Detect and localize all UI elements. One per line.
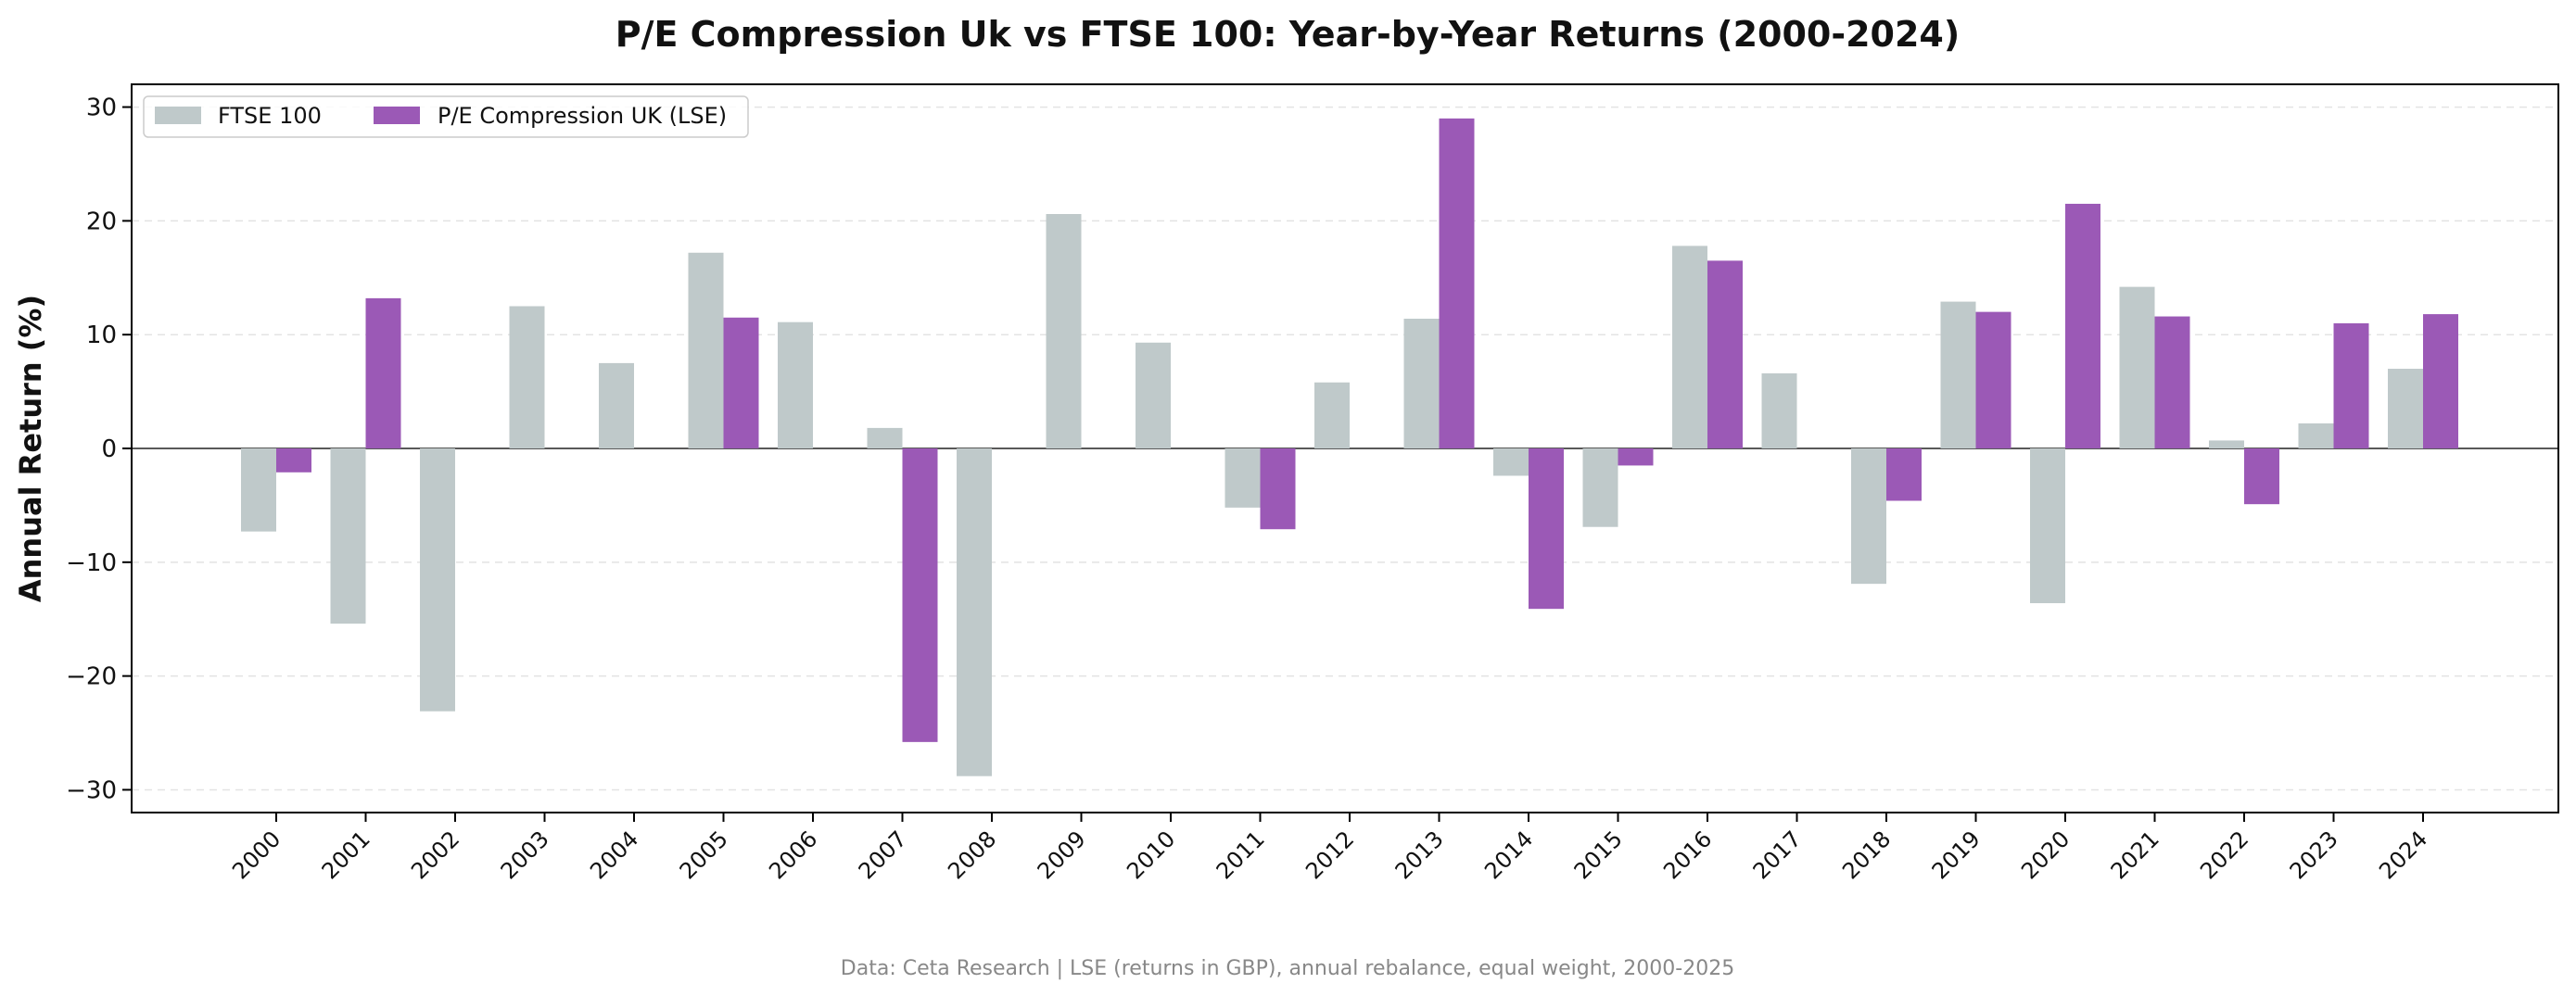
bar [1136,342,1171,448]
x-tick-label: 2021 [2106,826,2164,884]
bar [2423,314,2458,448]
bar [330,448,366,624]
bar [1618,448,1654,466]
x-tick-label: 2022 [2195,826,2253,884]
bar [867,427,903,448]
footnote: Data: Ceta Research | LSE (returns in GB… [841,957,1734,980]
x-tick-label: 2023 [2285,826,2343,884]
y-axis: −30 −20 −10 0 10 20 30 [66,95,132,804]
x-tick-label: 2014 [1479,826,1538,884]
x-tick-label: 2010 [1122,826,1180,884]
bar [2209,440,2244,448]
legend-box [143,95,749,138]
bar [1529,448,1564,610]
y-tick-label: −20 [66,663,117,691]
x-tick-label: 2015 [1569,826,1628,884]
x-tick-label: 2009 [1033,826,1091,884]
bar [2030,448,2065,604]
bar [688,252,724,448]
bar [2388,369,2423,448]
bar [902,448,938,742]
bar [2298,422,2334,448]
y-tick-label: −10 [66,549,117,577]
y-tick-label: −30 [66,776,117,804]
bar [1851,448,1886,585]
legend: FTSE 100 P/E Compression UK (LSE) [143,95,749,138]
bar [778,321,813,448]
x-tick-label: 2017 [1748,826,1807,884]
legend-swatch [374,107,420,124]
legend-label: P/E Compression UK (LSE) [438,103,727,129]
y-tick-label: 0 [101,435,117,463]
bar [1582,448,1618,527]
x-tick-label: 2020 [2016,826,2075,884]
bar [1940,301,1976,448]
bar [1672,246,1707,448]
x-tick-label: 2004 [585,826,643,884]
x-tick-label: 2005 [675,826,733,884]
bar [957,448,992,776]
bar [276,448,311,473]
x-tick-label: 2003 [496,826,554,884]
bar [599,362,634,448]
x-tick-label: 2019 [1927,826,1986,884]
bar [1046,214,1082,448]
x-tick-label: 2007 [854,826,912,884]
x-tick-label: 2006 [764,826,822,884]
x-tick-label: 2000 [227,826,286,884]
x-tick-label: 2002 [406,826,464,884]
y-tick-label: 30 [86,95,117,122]
bar [2333,322,2369,448]
bar [509,306,545,448]
bar [1975,311,2011,448]
x-tick-label: 2012 [1301,826,1359,884]
legend-swatch [155,107,201,124]
bars [241,118,2458,776]
bar [1886,448,1922,501]
bar [723,317,759,448]
x-tick-label: 2011 [1212,826,1270,884]
x-tick-label: 2018 [1837,826,1896,884]
x-tick-label: 2016 [1658,826,1717,884]
x-tick-label: 2008 [943,826,1001,884]
bar [2119,286,2155,448]
bar [1225,448,1261,508]
bar [1260,448,1296,530]
y-axis-label: Annual Return (%) [13,295,48,602]
legend-label: FTSE 100 [218,103,322,129]
y-tick-label: 20 [86,208,117,235]
bar [1314,382,1350,448]
x-tick-label: 2013 [1390,826,1449,884]
bar [1439,118,1475,448]
bar [241,448,276,532]
bar [1707,260,1743,448]
bar [1493,448,1529,476]
bar [365,297,401,448]
x-tick-label: 2001 [317,826,375,884]
bar [1403,318,1440,448]
bar [2065,203,2100,448]
x-axis: 2000 2001 2002 2003 2004 2005 2006 2007 2008 2009… [227,813,2432,884]
bar [1761,372,1797,448]
chart-title: P/E Compression Uk vs FTSE 100: Year-by-… [615,14,1960,55]
y-tick-label: 10 [86,321,117,349]
bar [420,448,455,712]
bar [2154,316,2190,448]
x-tick-label: 2024 [2374,826,2432,884]
bar [2244,448,2279,505]
